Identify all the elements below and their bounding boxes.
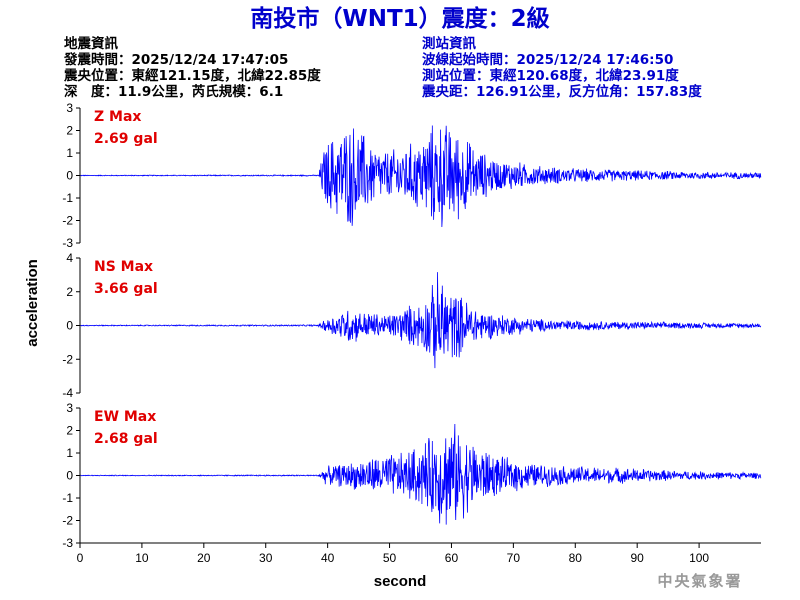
y-tick-label: -2 xyxy=(62,214,73,228)
x-tick-label: 50 xyxy=(383,551,397,565)
waveform-ew xyxy=(79,423,762,525)
x-axis-title: second xyxy=(374,573,427,590)
chart-title: 南投市（WNT1）震度：2級 xyxy=(250,5,549,32)
x-tick-label: 60 xyxy=(445,551,459,565)
max-value-ns: 3.66 gal xyxy=(94,281,158,297)
x-tick-label: 30 xyxy=(259,551,273,565)
station-info-block: 測站資訊 波線起始時間：2025/12/24 17:46:50 測站位置：東經1… xyxy=(421,35,702,100)
max-label-z: Z Max xyxy=(94,109,141,125)
y-tick-label: 0 xyxy=(66,169,73,183)
y-tick-label: 1 xyxy=(66,446,73,460)
station-info-heading: 測站資訊 xyxy=(422,35,476,52)
y-tick-label: 1 xyxy=(66,146,73,160)
max-value-z: 2.69 gal xyxy=(94,131,158,147)
x-tick-label: 10 xyxy=(135,551,149,565)
y-tick-label: -2 xyxy=(62,352,73,366)
quake-epicenter: 震央位置：東經121.15度，北緯22.85度 xyxy=(63,67,321,84)
x-tick-label: 40 xyxy=(321,551,335,565)
station-location: 測站位置：東經120.68度，北緯23.91度 xyxy=(422,67,679,84)
max-label-ew: EW Max xyxy=(94,409,156,425)
x-tick-label: 20 xyxy=(197,551,211,565)
max-value-ew: 2.68 gal xyxy=(94,431,158,447)
y-tick-label: 0 xyxy=(66,319,73,333)
y-tick-label: -3 xyxy=(62,536,73,550)
panel-ew: 3 2 1 0 -1 -2 -3 EW Max 2.68 gal xyxy=(62,401,762,550)
x-tick-label: 90 xyxy=(631,551,645,565)
max-label-ns: NS Max xyxy=(94,259,153,275)
quake-depth-magnitude: 深 度：11.9公里，芮氏規模：6.1 xyxy=(64,83,283,100)
agency-credit: 中央氣象署 xyxy=(657,572,742,590)
x-tick-label: 0 xyxy=(77,551,84,565)
x-tick-label: 80 xyxy=(569,551,583,565)
station-wave-start: 波線起始時間：2025/12/24 17:46:50 xyxy=(422,51,673,68)
y-tick-label: -2 xyxy=(62,514,73,528)
waveform-z xyxy=(79,125,762,228)
y-tick-label: 4 xyxy=(66,251,73,265)
y-tick-label: 0 xyxy=(66,469,73,483)
x-tick-label: 70 xyxy=(507,551,521,565)
quake-info-block: 地震資訊 發震時間：2025/12/24 17:47:05 震央位置：東經121… xyxy=(63,35,321,100)
y-tick-label: -1 xyxy=(62,191,73,205)
y-tick-label: -4 xyxy=(62,386,73,400)
quake-info-heading: 地震資訊 xyxy=(64,35,118,52)
y-axis-title: acceleration xyxy=(24,259,41,347)
station-distance: 震央距：126.91公里，反方位角：157.83度 xyxy=(421,83,702,100)
y-tick-label: -3 xyxy=(62,236,73,250)
y-tick-label: -1 xyxy=(62,491,73,505)
y-tick-label: 2 xyxy=(66,285,73,299)
panel-z: 3 2 1 0 -1 -2 -3 Z Max 2.69 gal xyxy=(62,101,762,250)
y-tick-label: 2 xyxy=(66,124,73,138)
waveform-ns xyxy=(79,272,762,369)
y-tick-label: 3 xyxy=(66,401,73,415)
waveform-panels: 3 2 1 0 -1 -2 -3 Z Max 2.69 gal 4 2 0 -2 -4 NS Max 3.66… xyxy=(62,101,762,550)
panel-ns: 4 2 0 -2 -4 NS Max 3.66 gal xyxy=(62,251,762,400)
y-tick-label: 2 xyxy=(66,424,73,438)
quake-time: 發震時間：2025/12/24 17:47:05 xyxy=(63,51,288,68)
y-tick-label: 3 xyxy=(66,101,73,115)
x-axis: 0 10 20 30 40 50 60 70 80 90 100 xyxy=(77,542,761,565)
x-tick-label: 100 xyxy=(689,551,709,565)
